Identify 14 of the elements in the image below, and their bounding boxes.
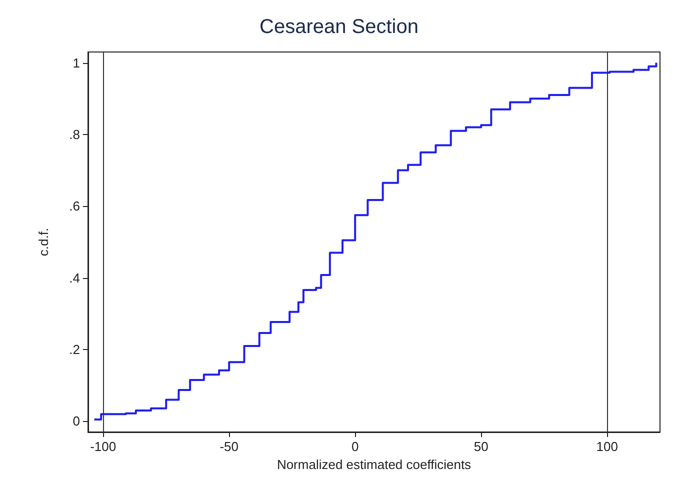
x-axis-title: Normalized estimated coefficients: [276, 456, 472, 472]
y-tick-label: 1: [72, 55, 80, 70]
x-tick-label: 0: [351, 439, 359, 454]
x-tick-label: 100: [596, 439, 618, 454]
y-tick-label: .2: [69, 342, 80, 358]
y-tick-label: .4: [69, 270, 80, 286]
y-axis-title: c.d.f.: [36, 228, 51, 256]
x-tick-label: -100: [90, 439, 116, 454]
y-tick-label: .6: [69, 198, 80, 214]
x-tick-label: -50: [220, 439, 239, 454]
y-tick-label: 0: [72, 414, 80, 429]
y-tick-label: .8: [69, 126, 80, 142]
chart-title: Cesarean Section: [260, 16, 418, 38]
x-tick-label: 50: [474, 439, 488, 454]
